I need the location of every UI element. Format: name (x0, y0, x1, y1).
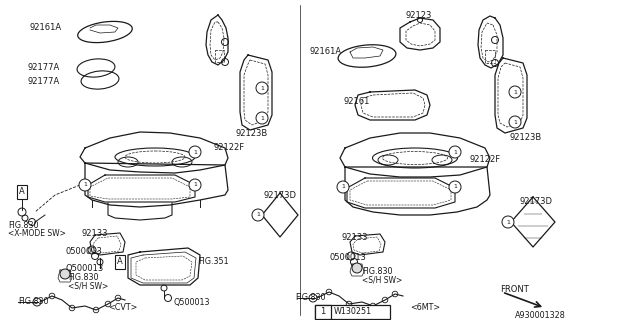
Text: 1: 1 (260, 85, 264, 91)
Text: A: A (19, 188, 25, 196)
Circle shape (252, 209, 264, 221)
Text: 92123B: 92123B (510, 133, 542, 142)
Text: 1: 1 (341, 185, 345, 189)
Text: 1: 1 (513, 90, 517, 94)
Text: FIG.830: FIG.830 (18, 298, 49, 307)
Text: 92173D: 92173D (263, 190, 296, 199)
Text: A: A (117, 258, 123, 267)
Text: 92161: 92161 (343, 98, 369, 107)
Circle shape (449, 146, 461, 158)
Text: 0500013: 0500013 (65, 247, 102, 257)
Text: 92177A: 92177A (28, 63, 60, 73)
Text: <S/H SW>: <S/H SW> (362, 276, 403, 284)
Circle shape (352, 263, 362, 273)
Circle shape (256, 82, 268, 94)
Text: 1: 1 (256, 212, 260, 218)
Text: 1: 1 (193, 149, 197, 155)
Text: 92133: 92133 (342, 234, 369, 243)
Text: W130251: W130251 (334, 308, 372, 316)
Text: 92123: 92123 (405, 11, 431, 20)
Text: 1: 1 (506, 220, 510, 225)
Text: 0500013: 0500013 (330, 253, 367, 262)
Text: 1: 1 (513, 119, 517, 124)
Text: 1: 1 (453, 149, 457, 155)
Bar (315, 305, 331, 319)
Text: 92122F: 92122F (470, 156, 501, 164)
Text: 92161A: 92161A (30, 23, 62, 33)
Text: FIG.830: FIG.830 (295, 293, 326, 302)
Text: 1: 1 (260, 116, 264, 121)
Circle shape (189, 146, 201, 158)
Text: 92177A: 92177A (28, 77, 60, 86)
Text: <S/H SW>: <S/H SW> (68, 282, 108, 291)
Text: FIG.830: FIG.830 (362, 268, 392, 276)
Circle shape (337, 181, 349, 193)
Text: 1: 1 (321, 308, 326, 316)
Text: 1: 1 (193, 182, 197, 188)
Text: FIG.830: FIG.830 (68, 274, 99, 283)
Text: 92122F: 92122F (213, 143, 244, 153)
Circle shape (189, 179, 201, 191)
Circle shape (60, 269, 70, 279)
Text: <X-MODE SW>: <X-MODE SW> (8, 229, 66, 238)
Text: 92161A: 92161A (310, 47, 342, 57)
Text: FIG.351: FIG.351 (198, 258, 228, 267)
Text: Q500013: Q500013 (65, 263, 103, 273)
Text: A930001328: A930001328 (515, 310, 566, 319)
Text: FIG.830: FIG.830 (8, 221, 38, 230)
Text: <CVT>: <CVT> (108, 303, 138, 313)
Text: FRONT: FRONT (500, 285, 529, 294)
Circle shape (509, 116, 521, 128)
Circle shape (509, 86, 521, 98)
Text: 92123B: 92123B (235, 129, 268, 138)
Text: 92133: 92133 (82, 228, 109, 237)
Text: 1: 1 (83, 182, 87, 188)
Text: Q500013: Q500013 (173, 298, 209, 307)
Bar (315, 305, 390, 319)
Circle shape (502, 216, 514, 228)
Text: 1: 1 (453, 185, 457, 189)
Circle shape (79, 179, 91, 191)
Circle shape (256, 112, 268, 124)
Circle shape (449, 181, 461, 193)
Text: 92173D: 92173D (520, 197, 553, 206)
Text: A: A (19, 188, 25, 196)
Text: <6MT>: <6MT> (410, 303, 440, 313)
